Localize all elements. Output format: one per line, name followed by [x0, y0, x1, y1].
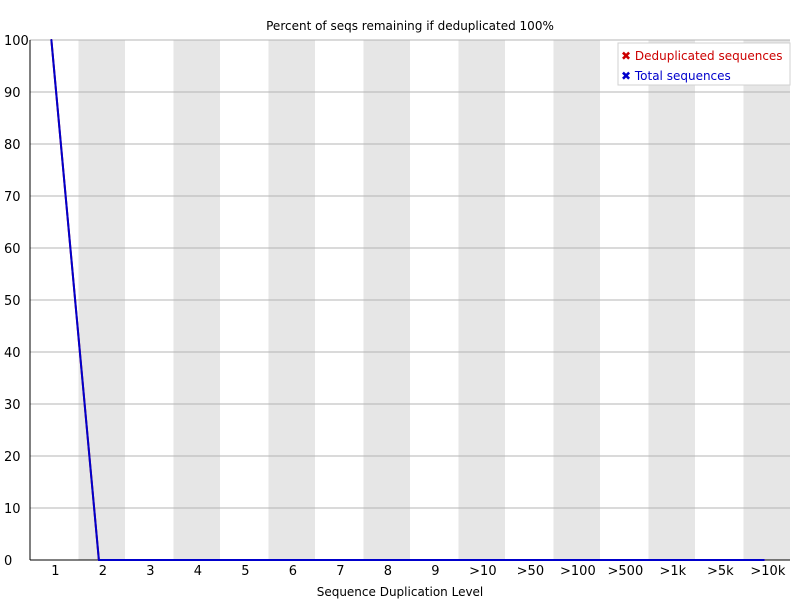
x-axis-label: Sequence Duplication Level: [317, 585, 484, 599]
y-tick-90: 90: [4, 86, 21, 101]
x-tick-1: 2: [99, 564, 107, 579]
x-tick-12: >500: [608, 564, 644, 579]
y-tick-30: 30: [4, 398, 21, 413]
x-tick-8: 9: [431, 564, 439, 579]
x-tick-13: >1k: [660, 564, 687, 579]
x-tick-10: >50: [517, 564, 544, 579]
x-tick-15: >10k: [750, 564, 785, 579]
legend-entry-1: ✖ Total sequences: [621, 69, 731, 83]
y-tick-60: 60: [4, 242, 21, 257]
x-tick-6: 7: [336, 564, 344, 579]
x-tick-9: >10: [469, 564, 496, 579]
series-line-1: [50, 39, 764, 561]
x-tick-2: 3: [146, 564, 154, 579]
series-lines: [50, 39, 765, 561]
y-tick-20: 20: [4, 450, 21, 465]
y-tick-labels: 0 10 20 30 40 50 60 70 80 90 100: [4, 34, 29, 569]
x-tick-7: 8: [384, 564, 392, 579]
series-1-point-0: [50, 39, 53, 41]
series-1-point-10: [525, 559, 528, 561]
legend-box: [617, 42, 791, 86]
legend: ✖ Deduplicated sequences ✖ Total sequence…: [617, 42, 791, 86]
series-1-point-15: [762, 559, 765, 561]
horizontal-gridlines: [30, 39, 790, 509]
series-1-point-5: [287, 559, 290, 561]
legend-entry-0: ✖ Deduplicated sequences: [621, 49, 783, 63]
series-1-point-6: [335, 559, 338, 561]
y-tick-100: 100: [4, 34, 29, 49]
y-tick-80: 80: [4, 138, 21, 153]
series-1-point-1: [97, 559, 100, 561]
x-tick-4: 5: [241, 564, 249, 579]
series-1-point-4: [240, 559, 243, 561]
series-1-point-3: [192, 559, 195, 561]
series-1-point-13: [667, 559, 670, 561]
series-1-point-12: [620, 559, 623, 561]
series-1-point-14: [715, 559, 718, 561]
x-tick-3: 4: [194, 564, 202, 579]
chart-title: Percent of seqs remaining if deduplicate…: [266, 19, 554, 33]
y-tick-0: 0: [4, 554, 12, 569]
y-tick-70: 70: [4, 190, 21, 205]
series-1-point-9: [477, 559, 480, 561]
series-1-point-11: [572, 559, 575, 561]
y-tick-10: 10: [4, 502, 21, 517]
series-1-point-7: [382, 559, 385, 561]
y-tick-50: 50: [4, 294, 21, 309]
series-1-point-2: [145, 559, 148, 561]
y-tick-40: 40: [4, 346, 21, 361]
x-tick-14: >5k: [707, 564, 734, 579]
x-tick-11: >100: [560, 564, 596, 579]
series-1-point-8: [430, 559, 433, 561]
x-tick-labels: 1 2 3 4 5 6 7 8 9 >10 >50 >100 >500 >1k >5k >10k: [51, 564, 786, 579]
x-tick-0: 1: [51, 564, 59, 579]
x-tick-5: 6: [289, 564, 297, 579]
